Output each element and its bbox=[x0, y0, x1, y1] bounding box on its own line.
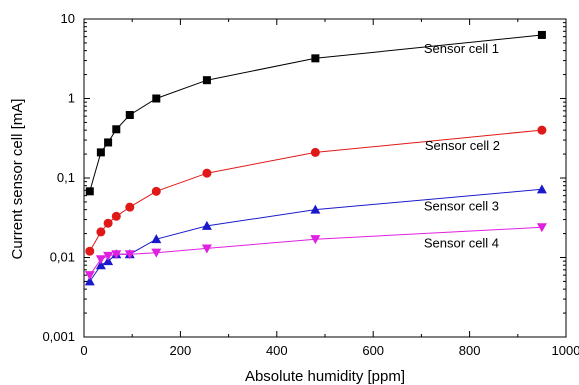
data-point bbox=[536, 184, 547, 194]
data-point bbox=[125, 111, 134, 120]
data-point bbox=[85, 187, 94, 196]
data-point bbox=[111, 211, 121, 221]
data-point bbox=[151, 248, 162, 258]
data-point bbox=[310, 235, 321, 245]
data-point bbox=[151, 234, 162, 244]
data-point bbox=[201, 244, 212, 254]
x-tick-label: 600 bbox=[362, 343, 384, 358]
y-tick-label: 0,001 bbox=[42, 329, 75, 344]
x-tick-label: 200 bbox=[170, 343, 192, 358]
series-label: Sensor cell 3 bbox=[424, 198, 499, 213]
data-point bbox=[84, 271, 95, 281]
data-point bbox=[202, 168, 212, 178]
data-point bbox=[537, 125, 547, 135]
data-point bbox=[311, 54, 320, 63]
y-tick-label: 0,1 bbox=[57, 170, 75, 185]
series-label: Sensor cell 2 bbox=[425, 138, 500, 153]
series-label: Sensor cell 4 bbox=[424, 235, 499, 250]
x-tick-label: 1000 bbox=[552, 343, 579, 358]
series-label: Sensor cell 1 bbox=[424, 41, 499, 56]
x-axis-title: Absolute humidity [ppm] bbox=[245, 368, 405, 385]
data-point bbox=[95, 260, 106, 270]
data-point bbox=[96, 148, 105, 157]
x-axis-ticks: 0 200 400 600 800 1000 bbox=[80, 19, 579, 358]
data-point bbox=[201, 220, 212, 230]
data-point bbox=[202, 76, 211, 85]
x-tick-label: 800 bbox=[459, 343, 481, 358]
y-tick-label: 0,01 bbox=[50, 250, 75, 265]
data-point bbox=[112, 125, 121, 134]
data-point bbox=[103, 251, 114, 261]
data-point bbox=[310, 147, 320, 157]
data-point bbox=[111, 250, 122, 260]
y-axis-title: Current sensor cell [mA] bbox=[9, 99, 26, 260]
data-point bbox=[537, 30, 546, 39]
x-tick-label: 0 bbox=[80, 343, 87, 358]
series-2: Sensor cell 2 bbox=[85, 125, 547, 256]
data-point bbox=[103, 218, 113, 228]
data-point bbox=[104, 138, 113, 147]
series-1: Sensor cell 1 bbox=[85, 30, 546, 196]
data-point bbox=[536, 223, 547, 233]
series-4: Sensor cell 4 bbox=[84, 223, 547, 281]
series-layer: Sensor cell 1 Sensor cell 2 Sensor cell 3 S… bbox=[84, 30, 547, 286]
series-3: Sensor cell 3 bbox=[84, 184, 547, 286]
data-point bbox=[310, 204, 321, 214]
data-point bbox=[124, 250, 135, 260]
data-point bbox=[84, 276, 95, 286]
data-point bbox=[95, 255, 106, 265]
x-tick-label: 400 bbox=[266, 343, 288, 358]
y-tick-label: 10 bbox=[61, 11, 75, 26]
plot-frame bbox=[83, 18, 567, 338]
data-point bbox=[152, 94, 161, 103]
data-point bbox=[85, 246, 95, 256]
data-point bbox=[125, 202, 135, 212]
data-point bbox=[96, 227, 106, 237]
axes-frame bbox=[83, 18, 567, 338]
y-tick-label: 1 bbox=[68, 91, 75, 106]
data-point bbox=[151, 186, 161, 196]
